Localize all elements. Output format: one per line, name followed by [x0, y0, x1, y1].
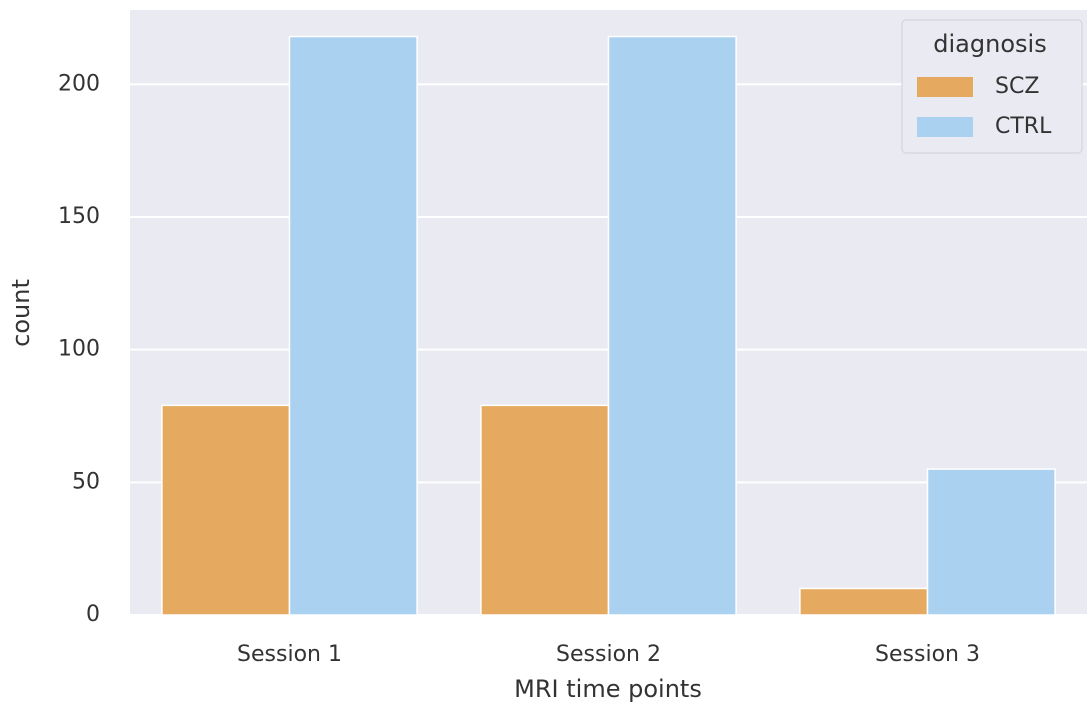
bar — [799, 587, 929, 616]
legend-label: SCZ — [995, 74, 1039, 99]
x-axis-label: MRI time points — [514, 675, 702, 703]
bar — [926, 468, 1056, 616]
legend-title: diagnosis — [933, 30, 1046, 58]
x-tick-label: Session 1 — [237, 642, 342, 667]
bar — [607, 35, 737, 616]
y-tick-label: 150 — [58, 204, 100, 229]
x-tick-label: Session 2 — [556, 642, 661, 667]
legend: diagnosis SCZ CTRL — [901, 19, 1083, 154]
legend-swatch — [917, 77, 973, 97]
legend-swatch — [917, 117, 973, 137]
y-tick-label: 200 — [58, 71, 100, 96]
bar — [161, 404, 291, 616]
bar — [288, 35, 418, 616]
x-tick-label: Session 3 — [875, 642, 980, 667]
y-tick-label: 0 — [86, 602, 100, 627]
bar — [480, 404, 610, 616]
y-tick-label: 50 — [72, 469, 100, 494]
y-axis-label: count — [7, 279, 35, 347]
y-tick-label: 100 — [58, 337, 100, 362]
legend-label: CTRL — [995, 114, 1052, 139]
bars — [161, 35, 1056, 616]
